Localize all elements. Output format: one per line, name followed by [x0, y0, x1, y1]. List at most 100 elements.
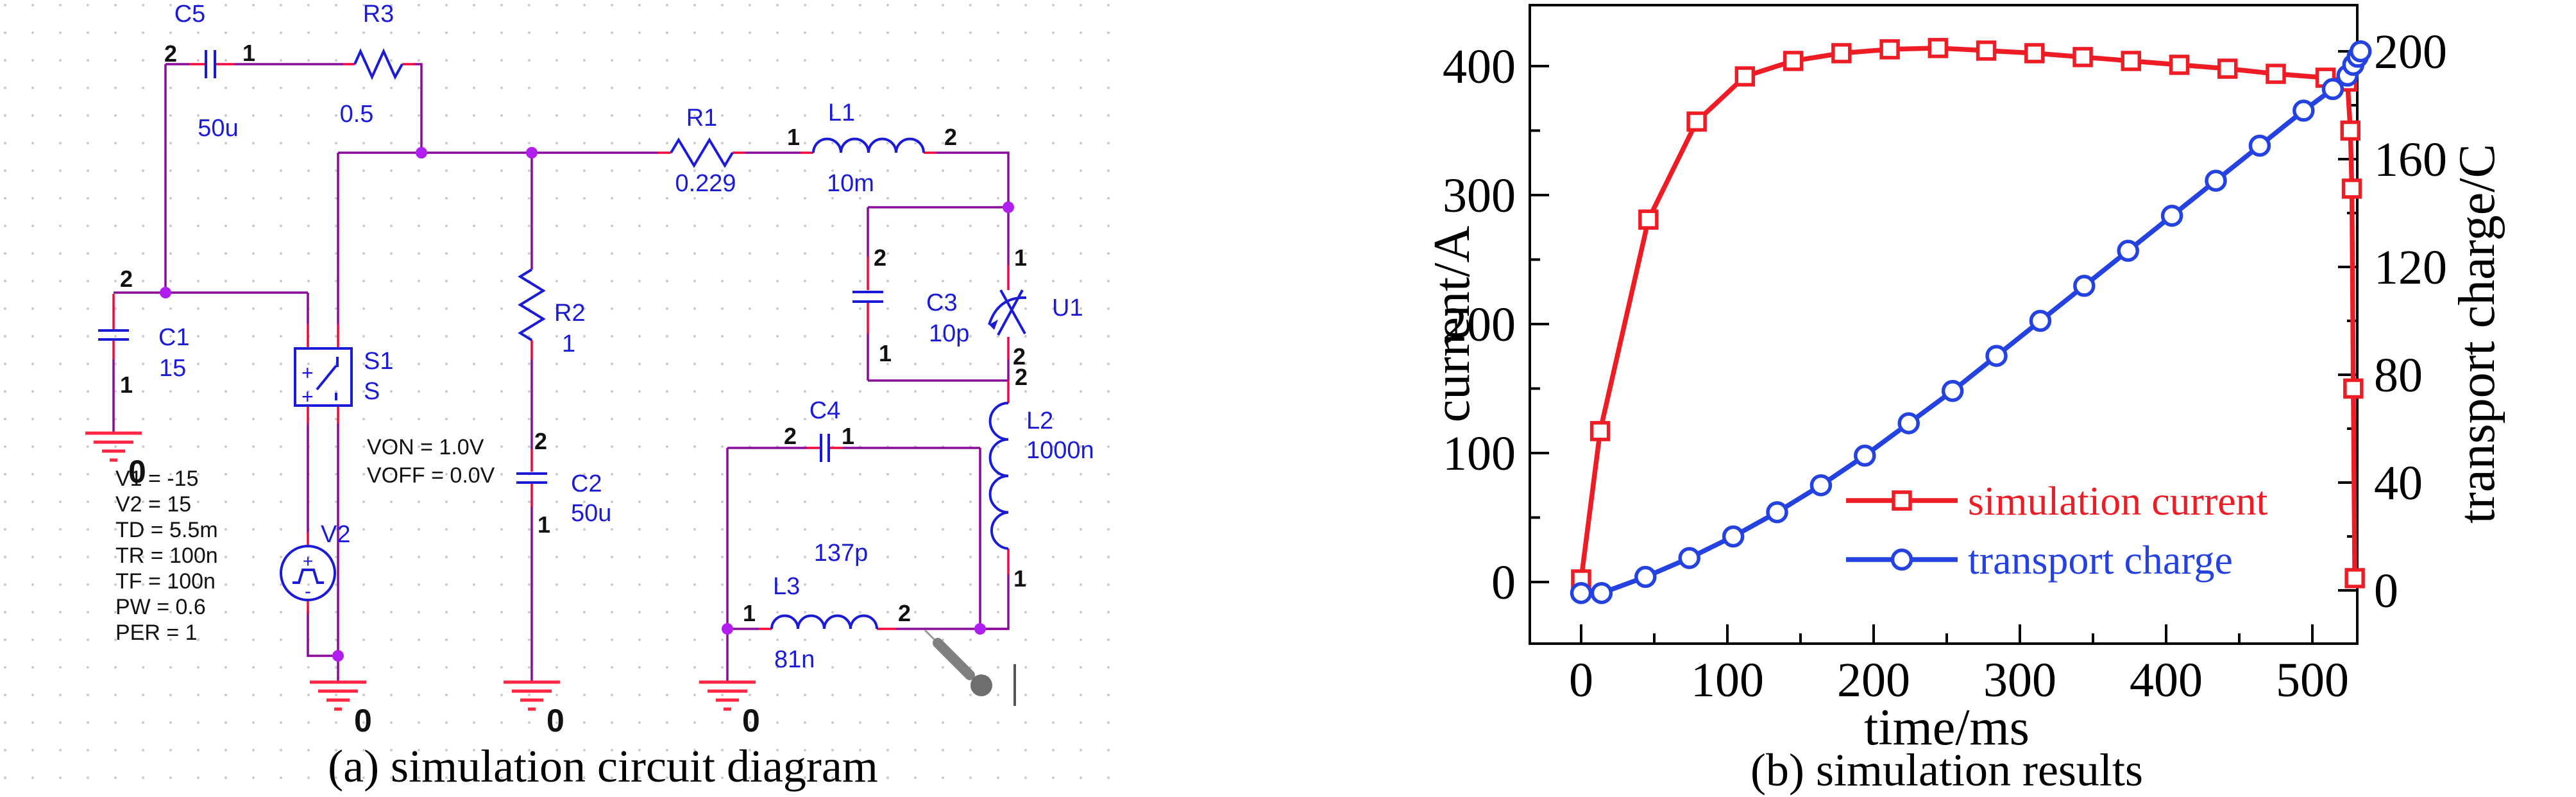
s1-model: S	[364, 378, 380, 405]
ground-symbol: 0	[310, 680, 372, 739]
x-tick-label: 100	[1691, 653, 1764, 707]
marker-circle	[2248, 134, 2271, 157]
y-left-tick-label: 400	[1443, 40, 1516, 94]
junction-dot	[332, 650, 344, 662]
r3-value: 0.5	[340, 101, 374, 128]
pin-stub	[112, 294, 309, 359]
capacitor-icon	[98, 329, 129, 341]
c5-value: 50u	[198, 115, 238, 142]
junction-dots	[160, 147, 1014, 662]
c5-pin1: 1	[242, 40, 255, 66]
component-u1: 1 U1 2	[988, 244, 1083, 370]
y-left-tick-label: 200	[1443, 298, 1516, 352]
marker-square	[1783, 51, 1804, 71]
v2-param-td: TD = 5.5m	[115, 518, 218, 542]
component-s1: + + S1 S VON = 1.0V VOFF = 0.0V	[294, 347, 495, 488]
marker-circle	[1678, 547, 1700, 569]
marker-square	[1638, 209, 1659, 230]
s1-plus-bottom: +	[301, 385, 314, 408]
x-tick-label: 200	[1837, 653, 1910, 707]
marker-square	[2341, 178, 2362, 199]
u1-pin1: 1	[1014, 244, 1027, 271]
c1-pin2: 2	[120, 266, 133, 292]
legend-label: simulation current	[1968, 478, 2268, 524]
marker-circle	[2292, 99, 2315, 122]
axis-ticks	[1530, 50, 2357, 644]
c4-pin2: 2	[784, 423, 797, 449]
wire	[727, 447, 981, 629]
ground-symbols: 0 0 0 0	[85, 431, 760, 739]
c1-pin1: 1	[120, 372, 133, 398]
v2-param-per: PER = 1	[115, 621, 198, 645]
ground-label: 0	[354, 703, 372, 739]
v2-param-tr: TR = 100n	[115, 544, 218, 568]
probe-cursor-icon	[924, 629, 1016, 706]
marker-circle	[2029, 309, 2052, 332]
c3-pin2: 2	[874, 244, 886, 271]
u1-name: U1	[1052, 295, 1083, 321]
marker-circle	[1590, 581, 1613, 604]
c1-value: 15	[159, 355, 186, 382]
series-line-square	[1579, 46, 2357, 580]
y-right-tick-label: 120	[2374, 241, 2447, 295]
y-left-tick-label: 100	[1443, 427, 1516, 481]
component-c3: 2 1 C3 10p	[852, 244, 969, 366]
c3-name: C3	[926, 289, 958, 316]
marker-circle	[2205, 169, 2227, 192]
marker-square	[1589, 421, 1611, 441]
component-v2: + - V2 V1 = -15 V2 = 15 TD = 5.5m TR = 1…	[115, 467, 350, 645]
capacitor-icon	[205, 50, 216, 78]
y-right-tick-label: 200	[2374, 25, 2447, 79]
capacitor-icon	[820, 434, 830, 462]
s1-plus-top: +	[301, 361, 314, 384]
c2-pin2: 2	[534, 428, 547, 454]
junction-dot	[416, 147, 427, 159]
component-c2: 2 C2 50u 1	[516, 428, 611, 538]
v2-params: V1 = -15 V2 = 15 TD = 5.5m TR = 100n TF …	[115, 467, 218, 645]
y-left-axis-title: current/A	[1424, 226, 1480, 423]
caption-b: (b) simulation results	[1750, 744, 2143, 796]
x-axis-title: time/ms	[1864, 699, 2029, 756]
component-l3: L3 1 2 81n	[743, 573, 911, 673]
component-l1: L1 10m 1 2	[787, 99, 957, 197]
switch-blade-icon	[316, 357, 339, 400]
plot-frame	[1529, 4, 2359, 645]
x-tick-label: 500	[2276, 653, 2349, 707]
marker-square	[2340, 120, 2361, 141]
legend-label: transport charge	[1968, 537, 2233, 583]
l3-value: 81n	[774, 646, 815, 673]
caption-a: (a) simulation circuit diagram	[328, 741, 878, 792]
marker-square	[2121, 51, 2142, 71]
marker-square	[2344, 568, 2365, 588]
c3-pin1: 1	[879, 340, 892, 366]
marker-square	[2024, 43, 2045, 64]
marker-circle	[1854, 444, 1876, 467]
y-left-tick-label: 300	[1443, 169, 1516, 223]
inductor-icon	[988, 402, 1009, 550]
c5-pin2: 2	[164, 40, 177, 67]
c2-name: C2	[571, 470, 602, 497]
l3-pin2: 2	[898, 600, 911, 626]
component-l2: 2 L2 1000n 1	[988, 364, 1094, 592]
marker-circle	[1809, 474, 1833, 497]
ground-label: 0	[128, 454, 146, 490]
junction-dot	[1003, 201, 1014, 213]
s1-voff: VOFF = 0.0V	[367, 463, 495, 488]
pulse-icon	[292, 569, 324, 584]
inductor-icon	[812, 137, 925, 153]
r1-name: R1	[686, 105, 718, 132]
marker-square	[2217, 58, 2238, 79]
marker-circle	[2349, 40, 2372, 63]
r2-value: 1	[562, 330, 575, 357]
ground-symbol: 0	[85, 431, 146, 490]
ground-label: 0	[742, 703, 760, 739]
component-r3: R3 0.5	[340, 1, 403, 128]
l1-name: L1	[828, 99, 855, 126]
marker-circle	[2073, 275, 2096, 297]
resistor-icon	[353, 48, 403, 80]
x-tick-label: 400	[2130, 653, 2203, 707]
v2-plus: +	[303, 551, 313, 571]
voltage-source-icon	[280, 545, 336, 601]
l2-pin2: 2	[1015, 364, 1028, 390]
